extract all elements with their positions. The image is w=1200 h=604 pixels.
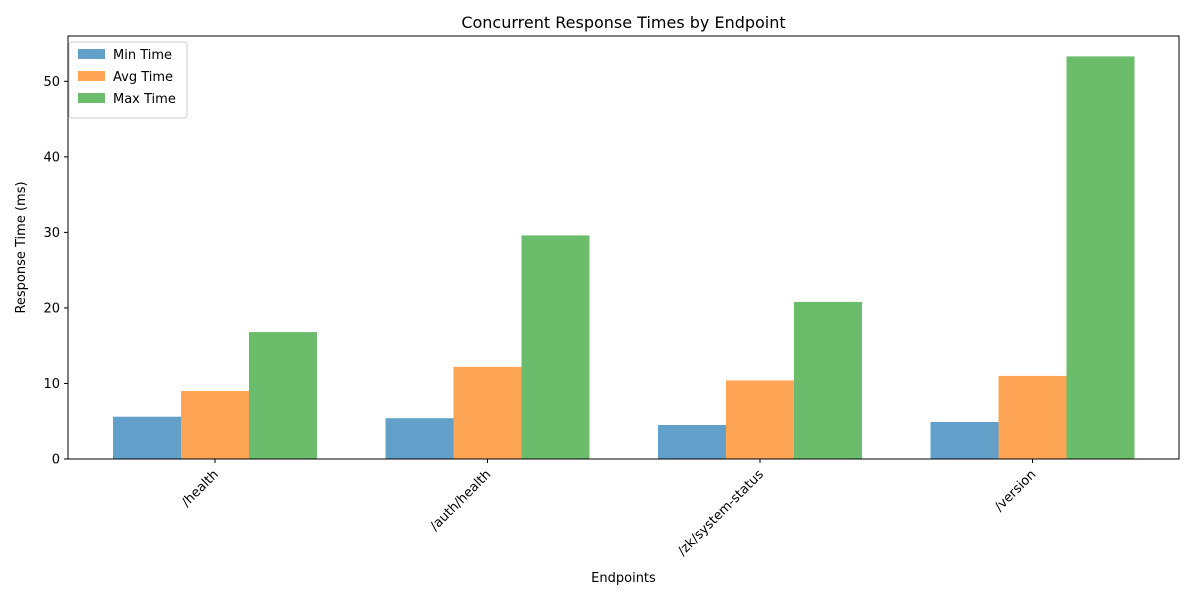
x-tick-label-1: /auth/health	[428, 467, 495, 534]
bar-avg-time-0	[181, 391, 249, 459]
bar-avg-time-1	[453, 366, 522, 459]
y-axis-label: Response Time (ms)	[14, 181, 29, 313]
x-tick-label-0: /health	[179, 467, 222, 510]
x-axis-label: Endpoints	[591, 571, 656, 586]
bar-avg-time-2	[726, 380, 794, 459]
y-tick-label-3: 30	[43, 226, 60, 241]
legend-swatch-2	[78, 93, 105, 103]
bar-min-time-2	[658, 425, 726, 459]
y-tick-label-1: 10	[43, 377, 60, 392]
legend: Min Time Avg Time Max Time	[68, 41, 188, 119]
x-tick-label-3: /version	[992, 467, 1039, 514]
x-tick-label-2: /zk/system-status	[675, 467, 767, 559]
plot-frame	[67, 35, 1180, 460]
legend-label-1: Avg Time	[113, 70, 173, 85]
legend-swatch-1	[78, 71, 105, 81]
bar-min-time-1	[385, 418, 454, 459]
bars-layer	[113, 56, 1135, 459]
y-tick-label-5: 50	[43, 75, 60, 90]
bar-max-time-0	[249, 332, 317, 459]
bar-max-time-3	[1066, 56, 1135, 459]
y-tick-label-2: 20	[43, 301, 60, 316]
legend-label-2: Max Time	[113, 92, 176, 107]
bar-min-time-0	[113, 416, 181, 459]
legend-swatch-0	[78, 49, 105, 59]
legend-label-0: Min Time	[113, 48, 172, 63]
y-tick-label-4: 40	[43, 150, 60, 165]
bar-max-time-1	[521, 235, 590, 459]
axes-layer: 0 10 20 30 40 50/health/auth/health/zk/system…	[43, 35, 1180, 559]
bar-min-time-3	[930, 421, 999, 459]
y-tick-label-0: 0	[52, 453, 60, 468]
bar-max-time-2	[794, 301, 862, 459]
chart-title: Concurrent Response Times by Endpoint	[461, 13, 785, 32]
bar-avg-time-3	[998, 375, 1067, 459]
